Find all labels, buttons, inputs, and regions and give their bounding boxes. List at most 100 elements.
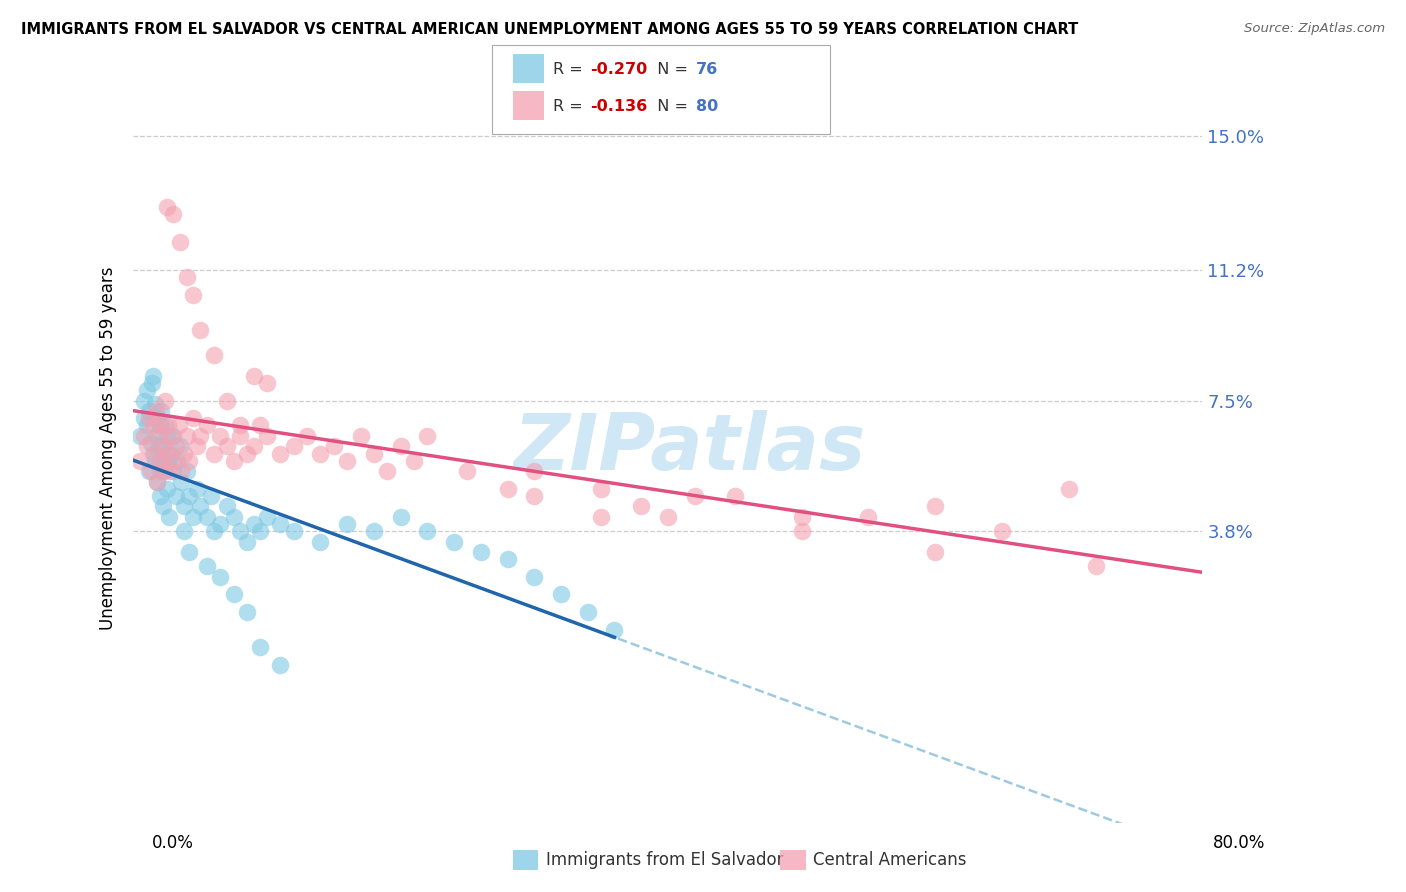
Point	[157, 418, 180, 433]
Text: 76: 76	[696, 62, 718, 78]
Point	[139, 436, 162, 450]
Point	[269, 516, 291, 531]
Point	[200, 489, 222, 503]
Point	[148, 440, 170, 454]
Point	[150, 404, 173, 418]
Point	[456, 464, 478, 478]
Point	[173, 500, 195, 514]
Point	[336, 453, 359, 467]
Point	[132, 411, 155, 425]
Point	[242, 369, 264, 384]
Point	[179, 453, 201, 467]
Point	[170, 475, 193, 489]
Point	[195, 510, 218, 524]
Text: 0.0%: 0.0%	[152, 834, 194, 852]
Point	[202, 524, 225, 538]
Text: 80.0%: 80.0%	[1213, 834, 1265, 852]
Point	[156, 200, 179, 214]
Point	[496, 552, 519, 566]
Point	[176, 464, 198, 478]
Point	[550, 587, 572, 601]
Point	[229, 524, 252, 538]
Text: -0.270: -0.270	[591, 62, 648, 78]
Point	[176, 270, 198, 285]
Point	[309, 446, 332, 460]
Point	[215, 500, 238, 514]
Point	[142, 446, 165, 460]
Point	[236, 605, 259, 619]
Point	[402, 453, 425, 467]
Point	[135, 440, 157, 454]
Point	[683, 489, 706, 503]
Point	[195, 559, 218, 574]
Point	[363, 446, 385, 460]
Point	[236, 534, 259, 549]
Point	[153, 464, 176, 478]
Text: Source: ZipAtlas.com: Source: ZipAtlas.com	[1244, 22, 1385, 36]
Text: -0.136: -0.136	[591, 99, 648, 114]
Point	[256, 510, 278, 524]
Point	[1084, 559, 1107, 574]
Point	[179, 545, 201, 559]
Point	[790, 524, 813, 538]
Point	[523, 464, 546, 478]
Point	[236, 446, 259, 460]
Point	[215, 393, 238, 408]
Point	[162, 464, 184, 478]
Point	[209, 516, 232, 531]
Point	[145, 404, 167, 418]
Point	[157, 453, 180, 467]
Point	[242, 516, 264, 531]
Text: Immigrants from El Salvador: Immigrants from El Salvador	[546, 851, 783, 869]
Point	[146, 475, 169, 489]
Text: Central Americans: Central Americans	[813, 851, 966, 869]
Point	[222, 510, 245, 524]
Point	[186, 440, 208, 454]
Point	[222, 453, 245, 467]
Point	[309, 534, 332, 549]
Point	[143, 397, 166, 411]
Point	[135, 383, 157, 397]
Point	[375, 464, 398, 478]
Point	[156, 429, 179, 443]
Point	[322, 440, 344, 454]
Point	[170, 464, 193, 478]
Point	[523, 570, 546, 584]
Point	[295, 429, 318, 443]
Point	[186, 482, 208, 496]
Point	[924, 545, 946, 559]
Point	[657, 510, 679, 524]
Text: N =: N =	[647, 99, 693, 114]
Point	[183, 510, 205, 524]
Point	[138, 464, 160, 478]
Point	[157, 510, 180, 524]
Point	[148, 429, 170, 443]
Point	[1057, 482, 1080, 496]
Point	[143, 453, 166, 467]
Point	[924, 500, 946, 514]
Point	[188, 429, 211, 443]
Point	[363, 524, 385, 538]
Point	[183, 288, 205, 302]
Point	[145, 429, 167, 443]
Point	[576, 605, 599, 619]
Point	[152, 500, 174, 514]
Point	[129, 429, 152, 443]
Point	[470, 545, 492, 559]
Point	[188, 323, 211, 337]
Point	[790, 510, 813, 524]
Point	[242, 440, 264, 454]
Text: N =: N =	[647, 62, 693, 78]
Point	[129, 453, 152, 467]
Point	[142, 369, 165, 384]
Point	[202, 446, 225, 460]
Point	[176, 429, 198, 443]
Text: R =: R =	[553, 99, 588, 114]
Point	[256, 429, 278, 443]
Point	[222, 587, 245, 601]
Point	[188, 500, 211, 514]
Point	[858, 510, 880, 524]
Point	[283, 524, 305, 538]
Point	[283, 440, 305, 454]
Point	[179, 489, 201, 503]
